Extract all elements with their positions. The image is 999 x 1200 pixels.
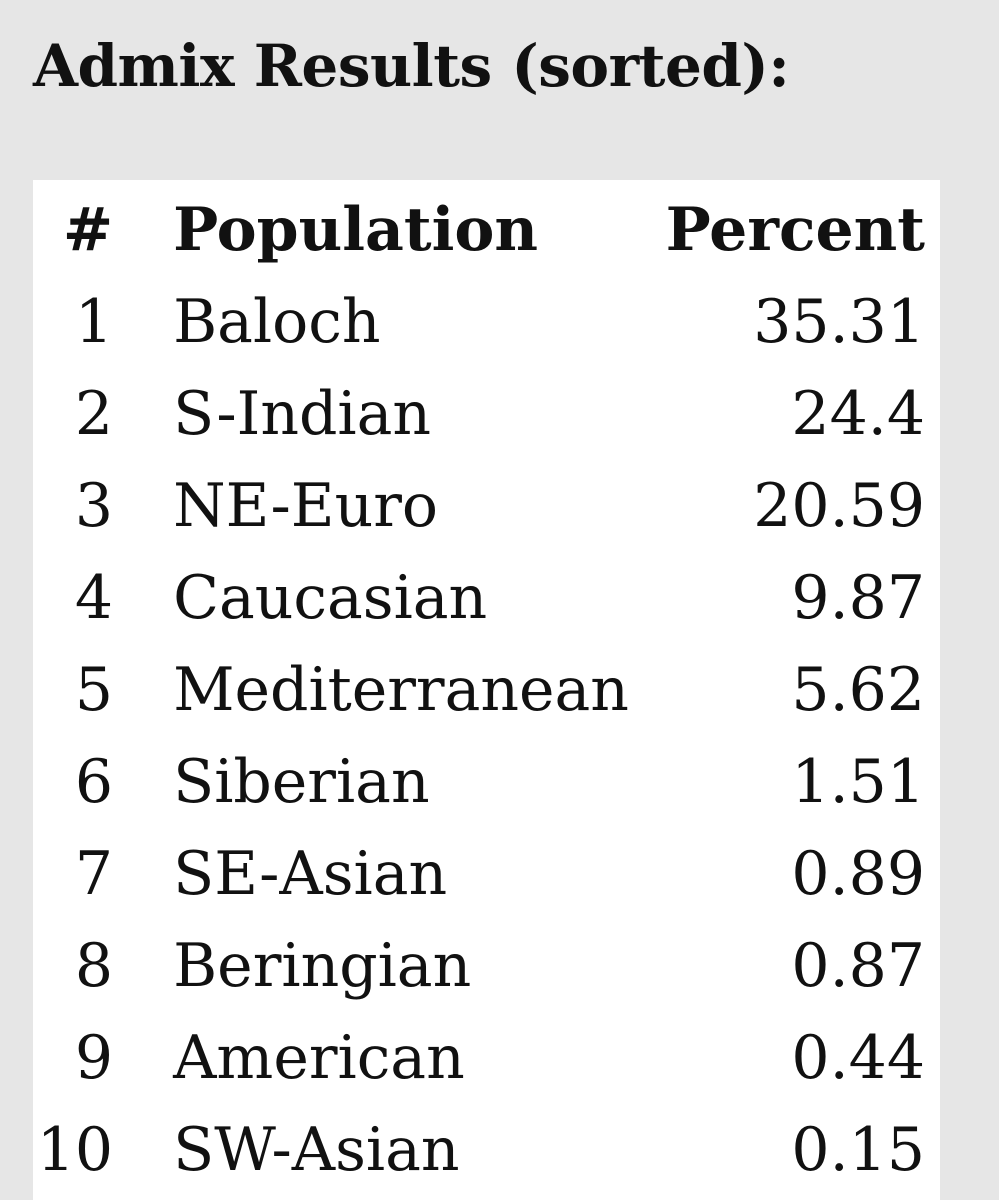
- population-cell: SE-Asian: [173, 839, 448, 909]
- rank-cell: 3: [74, 471, 114, 541]
- percent-cell: 0.87: [791, 931, 925, 1001]
- population-cell: Mediterranean: [173, 655, 629, 725]
- percent-cell: 9.87: [791, 563, 925, 633]
- page-title: Admix Results (sorted):: [33, 32, 790, 100]
- table-row: 3 NE-Euro 20.59: [33, 460, 940, 552]
- header-rank: #: [62, 195, 114, 265]
- percent-cell: 24.4: [791, 379, 925, 449]
- percent-cell: 20.59: [753, 471, 925, 541]
- rank-cell: 1: [74, 287, 114, 357]
- percent-cell: 0.89: [791, 839, 925, 909]
- rank-cell: 2: [74, 379, 114, 449]
- population-cell: SW-Asian: [173, 1115, 460, 1185]
- rank-cell: 5: [74, 655, 114, 725]
- table-row: 9 American 0.44: [33, 1012, 940, 1104]
- table-row: 1 Baloch 35.31: [33, 276, 940, 368]
- table-header-row: # Population Percent: [33, 184, 940, 276]
- table-row: 6 Siberian 1.51: [33, 736, 940, 828]
- percent-cell: 35.31: [753, 287, 925, 357]
- header-percent: Percent: [665, 195, 925, 265]
- population-cell: American: [173, 1023, 465, 1093]
- table-row: 5 Mediterranean 5.62: [33, 644, 940, 736]
- population-cell: Siberian: [173, 747, 430, 817]
- population-cell: Beringian: [173, 931, 472, 1001]
- header-population: Population: [173, 195, 539, 265]
- population-cell: Baloch: [173, 287, 381, 357]
- population-cell: NE-Euro: [173, 471, 439, 541]
- population-cell: S-Indian: [173, 379, 432, 449]
- table-row: 2 S-Indian 24.4: [33, 368, 940, 460]
- percent-cell: 0.15: [791, 1115, 925, 1185]
- percent-cell: 1.51: [791, 747, 925, 817]
- results-panel: # Population Percent 1 Baloch 35.31 2 S-…: [33, 180, 940, 1200]
- percent-cell: 0.44: [791, 1023, 925, 1093]
- table-row: 7 SE-Asian 0.89: [33, 828, 940, 920]
- table-row: 4 Caucasian 9.87: [33, 552, 940, 644]
- population-cell: Caucasian: [173, 563, 488, 633]
- rank-cell: 8: [74, 931, 114, 1001]
- admix-results-table: # Population Percent 1 Baloch 35.31 2 S-…: [33, 184, 940, 1196]
- rank-cell: 6: [74, 747, 114, 817]
- rank-cell: 7: [74, 839, 114, 909]
- table-row: 8 Beringian 0.87: [33, 920, 940, 1012]
- rank-cell: 9: [74, 1023, 114, 1093]
- rank-cell: 4: [74, 563, 114, 633]
- table-row: 10 SW-Asian 0.15: [33, 1104, 940, 1196]
- rank-cell: 10: [36, 1115, 114, 1185]
- percent-cell: 5.62: [791, 655, 925, 725]
